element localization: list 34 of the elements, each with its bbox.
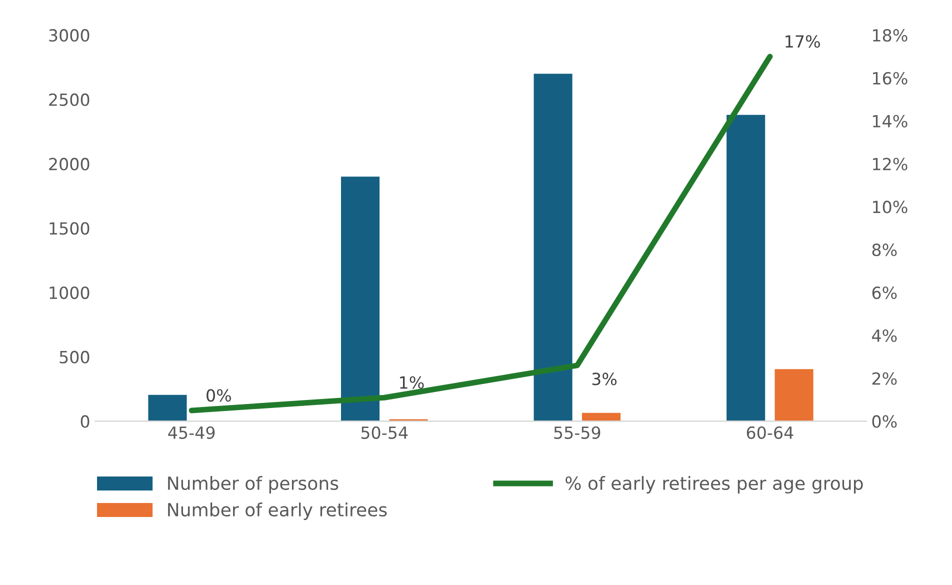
x-tick-label: 50-54 [361, 426, 408, 439]
y-tick-label: 2000 [49, 158, 90, 170]
y2-tick-label: 18% [873, 29, 908, 42]
bar [148, 394, 187, 422]
data-label: 1% [400, 376, 424, 389]
legend-label: % of early retirees per age group [566, 476, 863, 494]
y2-tick-label: 4% [872, 329, 897, 342]
x-tick-label: 55-59 [554, 426, 600, 439]
x-tick-label: 60-64 [746, 426, 794, 439]
bar [582, 412, 621, 422]
bar [774, 369, 814, 422]
y-tick-label: 2500 [49, 93, 90, 106]
y-tick-label: 3000 [49, 29, 90, 42]
bar [340, 176, 380, 422]
data-label: 0% [206, 389, 231, 402]
data-label: 17% [786, 35, 820, 48]
x-tick-label: 45-49 [168, 426, 215, 439]
y-tick-label: 1500 [50, 222, 90, 235]
y2-tick-label: 2% [872, 372, 897, 385]
y-tick-label: 0 [80, 415, 90, 428]
bar [534, 74, 572, 422]
y-tick-label: 1000 [50, 286, 90, 300]
legend-label: Number of early retirees [168, 502, 387, 520]
y2-tick-label: 10% [873, 200, 908, 214]
y2-tick-label: 6% [872, 286, 897, 300]
y-tick-label: 500 [60, 350, 90, 364]
y2-tick-label: 8% [872, 244, 897, 256]
bar [726, 114, 766, 422]
y2-tick-label: 16% [873, 72, 908, 85]
data-label: 3% [592, 372, 617, 386]
legend-label: Number of persons [168, 476, 338, 494]
y2-tick-label: 12% [873, 158, 908, 170]
y2-tick-label: 0% [872, 415, 897, 428]
y2-tick-label: 14% [873, 114, 908, 128]
